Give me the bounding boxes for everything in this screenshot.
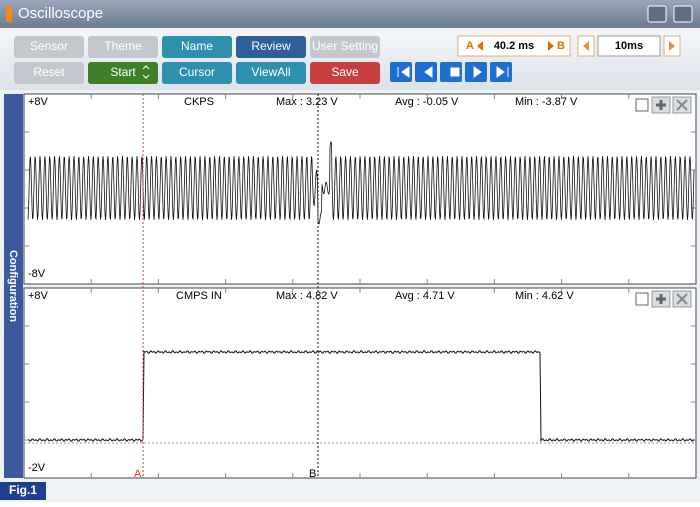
- time-readout-value: 40.2 ms: [494, 40, 534, 52]
- plot-panel: [23, 287, 697, 479]
- toolbar-button-label: Review: [251, 39, 291, 53]
- toolbar-button-label: Theme: [104, 39, 142, 53]
- toolbar-button-label: User Setting: [312, 39, 378, 53]
- plus-icon: [656, 294, 666, 304]
- arrow-right: [548, 41, 554, 51]
- toolbar-button-label: Sensor: [30, 39, 68, 53]
- toolbar-button[interactable]: [14, 62, 84, 84]
- toolbar-button[interactable]: [162, 36, 232, 58]
- min-readout: Min : -3.87 V: [515, 96, 578, 108]
- toolbar-button-label: Reset: [33, 65, 65, 79]
- cursor-b-label: B: [557, 40, 565, 52]
- toolbar-button[interactable]: [88, 36, 158, 58]
- playback-icon: [496, 66, 509, 78]
- playback-icon: [473, 66, 482, 78]
- toolbar-button-label: ViewAll: [251, 65, 290, 79]
- select-checkbox[interactable]: [635, 98, 649, 112]
- playback-icon: [397, 66, 410, 78]
- toolbar-button[interactable]: [236, 62, 306, 84]
- select-checkbox[interactable]: [635, 292, 649, 306]
- avg-readout: Avg : -0.05 V: [395, 96, 459, 108]
- start-spinner-icon: [142, 65, 150, 79]
- max-readout: Max : 3.23 V: [276, 96, 338, 108]
- timebase-box: [597, 35, 661, 57]
- toolbar-button[interactable]: [310, 36, 380, 58]
- plus-icon: [656, 100, 666, 110]
- cursor-a-label: A: [134, 468, 142, 480]
- toolbar-button-label: Name: [181, 39, 213, 53]
- menu-button[interactable]: [673, 5, 693, 23]
- min-readout: Min : 4.62 V: [515, 290, 574, 302]
- x-icon: [676, 99, 688, 111]
- channel-name: CKPS: [184, 96, 214, 108]
- restore-button[interactable]: [647, 5, 667, 23]
- playback-button[interactable]: [390, 62, 412, 82]
- x-icon: [676, 293, 688, 305]
- figure-label: Fig.1: [9, 483, 37, 497]
- toolbar-button[interactable]: [162, 62, 232, 84]
- cursor-a-label: A: [466, 40, 474, 52]
- toolbar-button-label: Cursor: [179, 65, 215, 79]
- scale-bottom-label: -8V: [28, 268, 46, 280]
- toolbar-button-label: Start: [110, 65, 136, 79]
- title-bar: [0, 0, 700, 28]
- arrow-right: [669, 41, 675, 51]
- time-readout-box: [457, 35, 571, 57]
- max-readout: Max : 4.82 V: [276, 290, 338, 302]
- avg-readout: Avg : 4.71 V: [395, 290, 455, 302]
- scale-bottom-label: -2V: [28, 462, 46, 474]
- toolbar-button[interactable]: [236, 36, 306, 58]
- scale-top-label: +8V: [28, 290, 49, 302]
- plot-panel: [23, 93, 697, 285]
- toolbar-button[interactable]: [310, 62, 380, 84]
- ckps-trace: [27, 140, 695, 225]
- scale-top-label: +8V: [28, 96, 49, 108]
- figure-label-box: [0, 482, 46, 500]
- playback-icon: [424, 66, 433, 78]
- cmps-trace: [27, 349, 695, 443]
- cursor-b-label: B: [309, 468, 316, 480]
- window-title: Oscilloscope: [18, 5, 103, 22]
- arrow-left: [477, 41, 483, 51]
- playback-icon: [450, 67, 460, 77]
- title-icon: [6, 6, 12, 22]
- channel-name: CMPS IN: [176, 290, 222, 302]
- timebase-value: 10ms: [615, 40, 643, 52]
- toolbar-button[interactable]: [88, 62, 158, 84]
- arrow-left: [583, 41, 589, 51]
- sidebar[interactable]: [4, 94, 23, 478]
- toolbar-button[interactable]: [14, 36, 84, 58]
- sidebar-label: Configuration: [7, 250, 19, 322]
- toolbar-button-label: Save: [331, 65, 359, 79]
